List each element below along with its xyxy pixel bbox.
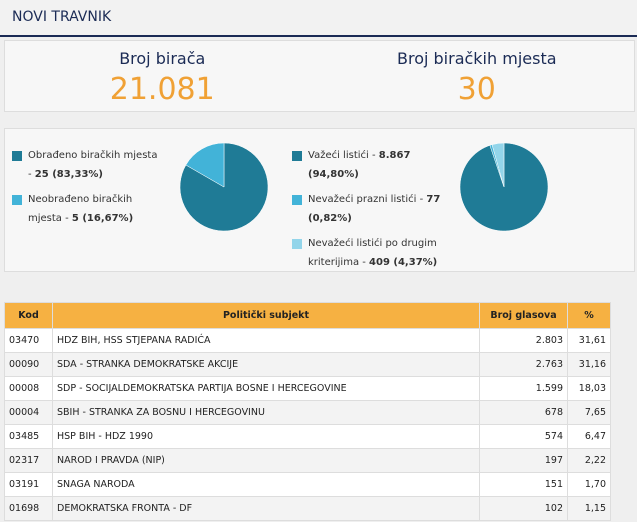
column-header: Broj glasova (479, 302, 568, 329)
table-cell: 00008 (4, 376, 53, 401)
legend-swatch (292, 239, 302, 249)
table-cell: 00004 (4, 400, 53, 425)
column-header: Politički subjekt (52, 302, 480, 329)
legend-item: Nevažeći prazni listići - 77 (0,82%) (292, 190, 442, 228)
table-row: 03485 HSP BIH - HDZ 1990 574 6,47 (4, 424, 611, 449)
legend-swatch (292, 151, 302, 161)
table-row: 03191 SNAGA NARODA 151 1,70 (4, 472, 611, 497)
table-cell: 03470 (4, 328, 53, 353)
legend: Obrađeno biračkih mjesta - 25 (83,33%) Ne… (12, 146, 162, 234)
table-cell: 2,22 (567, 448, 611, 473)
legend-label: Obrađeno biračkih mjesta - (28, 150, 158, 180)
results-table: Kod Politički subjekt Broj glasova% 03470 HD… (4, 302, 611, 521)
stat: Broj biračkih mjesta 30 (320, 41, 635, 107)
table-cell: 03485 (4, 424, 53, 449)
stats: Broj birača 21.081 Broj biračkih mjesta 30 (5, 41, 634, 107)
table-cell: 6,47 (567, 424, 611, 449)
legend-swatch (12, 151, 22, 161)
table-cell: SNAGA NARODA (52, 472, 480, 497)
legend-value: 25 (83,33%) (34, 169, 103, 180)
legend-label: Važeći listići - (308, 150, 376, 161)
table-cell: 1.599 (479, 376, 568, 401)
legend-item: Nevažeći listići po drugim kriterijima -… (292, 234, 442, 272)
table-cell: DEMOKRATSKA FRONTA - DF (52, 496, 480, 521)
legend-value: 5 (16,67%) (71, 213, 134, 224)
pie-slice (491, 142, 505, 188)
legend-value: 77 (0,82%) (308, 194, 441, 224)
table-cell: 1,15 (567, 496, 611, 521)
table-row: 03470 HDZ BIH, HSS STJEPANA RADIĆA 2.803 31… (4, 328, 611, 353)
legend-swatch (292, 195, 302, 205)
table-cell: SDP - SOCIJALDEMOKRATSKA PARTIJA BOSNE I… (52, 376, 480, 401)
table-cell: 31,16 (567, 352, 611, 377)
pie (459, 142, 549, 232)
table-cell: 2.803 (479, 328, 568, 353)
table-row: 00090 SDA - STRANKA DEMOKRATSKE AKCIJE 2.7… (4, 352, 611, 377)
stat-value: 21.081 (109, 72, 215, 107)
table-cell: 2.763 (479, 352, 568, 377)
table-cell: 1,70 (567, 472, 611, 497)
title: NOVI TRAVNIK (12, 9, 112, 25)
pie-slice (185, 142, 225, 188)
table-cell: SBIH - STRANKA ZA BOSNU I HERCEGOVINU (52, 400, 480, 425)
table-cell: 678 (479, 400, 568, 425)
table-cell: 03191 (4, 472, 53, 497)
table-cell: 18,03 (567, 376, 611, 401)
legend-item: Neobrađeno biračkih mjesta - 5 (16,67%) (12, 190, 162, 228)
table-cell: 01698 (4, 496, 53, 521)
table-cell: 00090 (4, 352, 53, 377)
table-cell: 197 (479, 448, 568, 473)
legend-label: Nevažeći listići po drugim kriterijima - (308, 238, 437, 268)
table-cell: 151 (479, 472, 568, 497)
table-row: 00008 SDP - SOCIJALDEMOKRATSKA PARTIJA BO… (4, 376, 611, 401)
table-cell: NAROD I PRAVDA (NIP) (52, 448, 480, 473)
stat: Broj birača 21.081 (5, 41, 320, 107)
legend: Važeći listići - 8.867 (94,80%) Nevažeći … (292, 146, 442, 278)
stat-label: Broj birača (119, 49, 206, 68)
stat-value: 30 (457, 72, 496, 107)
legend-label: Nevažeći prazni listići - (308, 194, 424, 205)
table-row: 02317 NAROD I PRAVDA (NIP) 197 2,22 (4, 448, 611, 473)
legend-item: Važeći listići - 8.867 (94,80%) (292, 146, 442, 184)
pie (179, 142, 269, 232)
table-cell: HSP BIH - HDZ 1990 (52, 424, 480, 449)
table-cell: 7,65 (567, 400, 611, 425)
legend-item: Obrađeno biračkih mjesta - 25 (83,33%) (12, 146, 162, 184)
table-row: 00004 SBIH - STRANKA ZA BOSNU I HERCEGOVI… (4, 400, 611, 425)
table-row: 01698 DEMOKRATSKA FRONTA - DF 102 1,15 (4, 496, 611, 521)
legend-value: 409 (4,37%) (369, 257, 438, 268)
stat-label: Broj biračkih mjesta (396, 49, 557, 68)
table-cell: 31,61 (567, 328, 611, 353)
column-header: Kod (4, 302, 53, 329)
legend-label: Neobrađeno biračkih mjesta - (28, 194, 133, 224)
table-cell: SDA - STRANKA DEMOKRATSKE AKCIJE (52, 352, 480, 377)
legend-value: 8.867 (94,80%) (308, 150, 411, 180)
header: NOVI TRAVNIK (0, 0, 637, 37)
table-cell: HDZ BIH, HSS STJEPANA RADIĆA (52, 328, 480, 353)
stats-panel: Broj birača 21.081 Broj biračkih mjesta 30 (4, 40, 635, 112)
legend-swatch (12, 195, 22, 205)
table-cell: 102 (479, 496, 568, 521)
table-cell: 02317 (4, 448, 53, 473)
table-wrap: Kod Politički subjekt Broj glasova% 03470 HD… (4, 302, 611, 521)
column-header: % (567, 302, 611, 329)
table-cell: 574 (479, 424, 568, 449)
header-row: Kod Politički subjekt Broj glasova% (4, 302, 611, 329)
